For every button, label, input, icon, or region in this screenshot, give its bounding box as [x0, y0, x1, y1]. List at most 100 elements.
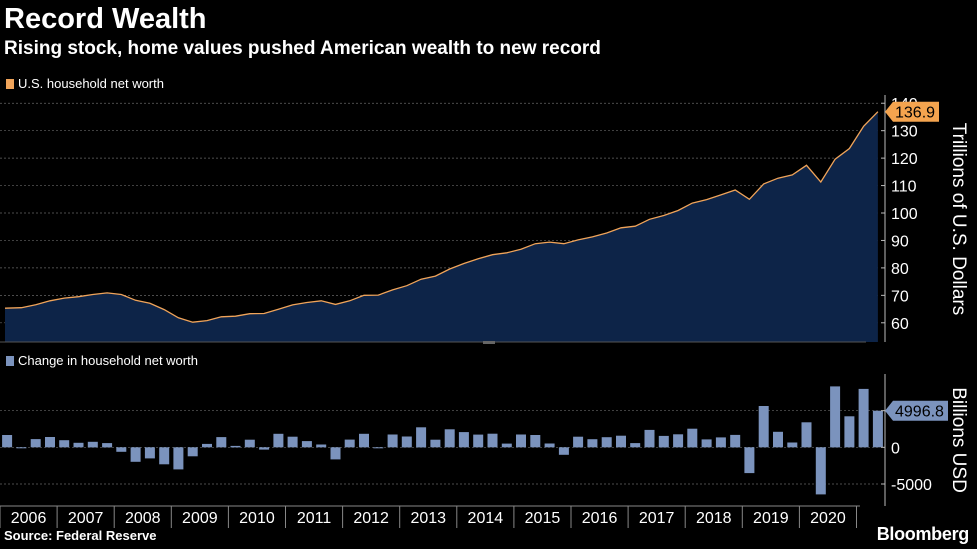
x-tick-label: 2011 [297, 510, 332, 527]
change-bar [516, 434, 526, 448]
change-bar [758, 406, 769, 448]
top-y-tick-label: 110 [891, 179, 917, 196]
change-bar [587, 439, 598, 448]
change-bar [644, 429, 655, 448]
change-bar [630, 443, 641, 448]
change-bar [287, 436, 298, 448]
change-bar [373, 447, 384, 449]
change-bar [658, 435, 669, 448]
change-bar [273, 433, 284, 448]
change-bar [216, 437, 227, 448]
top-y-tick-label: 90 [891, 233, 909, 250]
top-y-tick-label: 80 [891, 261, 909, 278]
change-bar [87, 441, 98, 448]
x-tick-label: 2007 [68, 510, 104, 527]
x-tick-label: 2009 [182, 510, 218, 527]
x-tick-label: 2008 [125, 510, 161, 527]
change-bar [487, 433, 498, 448]
top-callout-box [885, 101, 939, 122]
panel-resize-handle [483, 341, 495, 344]
top-latest-callout: 136.9 [885, 101, 939, 122]
change-bar [173, 447, 184, 470]
x-tick-label: 2013 [410, 510, 446, 527]
change-bar [730, 434, 741, 448]
top-y-tick-label: 100 [891, 206, 918, 223]
change-bar [30, 439, 41, 448]
bottom-y-tick-label: 0 [891, 440, 900, 457]
x-tick-label: 2018 [696, 510, 732, 527]
change-bar [872, 410, 883, 448]
change-bar [259, 447, 270, 450]
change-bar [844, 416, 855, 448]
x-tick-label: 2006 [11, 510, 47, 527]
change-bar [430, 439, 441, 448]
x-tick-label: 2017 [639, 510, 675, 527]
bottom-y-tick-label: -5000 [891, 477, 932, 494]
change-bar [444, 429, 455, 448]
change-bar [159, 447, 170, 465]
change-bar [744, 447, 755, 474]
change-bar [830, 386, 841, 448]
bottom-y-ticks: -500005000 [881, 374, 932, 506]
change-bar [202, 443, 212, 448]
legend-net-worth: U.S. household net worth [6, 76, 164, 91]
x-tick-label: 2015 [525, 510, 561, 527]
change-bar [558, 447, 569, 455]
change-bar [244, 439, 255, 448]
bottom-y-axis-unit: Billions USD [948, 387, 969, 493]
change-bar [230, 445, 241, 448]
change-bar [601, 437, 612, 448]
change-bar [715, 437, 726, 448]
x-tick-label: 2016 [582, 510, 618, 527]
legend-label-net-worth: U.S. household net worth [18, 76, 164, 91]
x-axis: 2006 2007 2008 2009 2010 2011 2012 2013 2014 2015… [0, 506, 857, 528]
change-bar [401, 436, 412, 448]
change-bar [501, 443, 512, 448]
change-bar [416, 427, 427, 448]
x-tick-label: 2019 [753, 510, 789, 527]
top-y-tick-label: 70 [891, 288, 909, 305]
change-bar [787, 442, 798, 448]
change-bars [2, 386, 883, 495]
top-y-tick-label: 130 [891, 124, 918, 141]
change-bar [801, 422, 812, 448]
source-note: Source: Federal Reserve [4, 528, 157, 543]
change-bar [387, 434, 398, 448]
change-bar [616, 435, 626, 448]
legend-change: Change in household net worth [6, 353, 198, 368]
change-bar [187, 447, 198, 457]
change-bar [673, 434, 684, 448]
change-bar [16, 447, 27, 449]
net-worth-area [5, 111, 878, 342]
top-y-tick-label: 60 [891, 316, 909, 333]
chart-subtitle: Rising stock, home values pushed America… [4, 38, 601, 59]
change-bar [301, 441, 312, 448]
change-bar [59, 440, 70, 448]
change-bar [73, 442, 84, 448]
net-worth-line [4, 111, 879, 323]
change-bar [458, 432, 469, 448]
change-bar [544, 443, 555, 448]
change-bar [359, 433, 369, 448]
change-bar [573, 436, 584, 448]
top-y-ticks: 60708090100110120130140 [881, 95, 918, 342]
change-bar [815, 447, 826, 495]
bottom-callout-value: 4996.8 [895, 404, 944, 421]
change-bar [344, 439, 355, 448]
change-bar [316, 444, 327, 448]
x-tick-label: 2012 [353, 510, 389, 527]
brand-logo: Bloomberg [876, 524, 970, 544]
top-callout-value: 136.9 [895, 105, 935, 122]
change-bar [130, 447, 141, 462]
change-bar [144, 447, 155, 459]
change-bar [701, 439, 712, 448]
change-bar [858, 388, 869, 448]
bottom-latest-callout: 4996.8 [885, 400, 948, 421]
bottom-callout-box [885, 400, 948, 421]
legend-swatch-net-worth [6, 78, 14, 89]
legend-swatch-change [6, 355, 14, 366]
legend-label-change: Change in household net worth [18, 353, 198, 368]
change-bar [330, 447, 341, 460]
x-tick-label: 2020 [810, 510, 846, 527]
